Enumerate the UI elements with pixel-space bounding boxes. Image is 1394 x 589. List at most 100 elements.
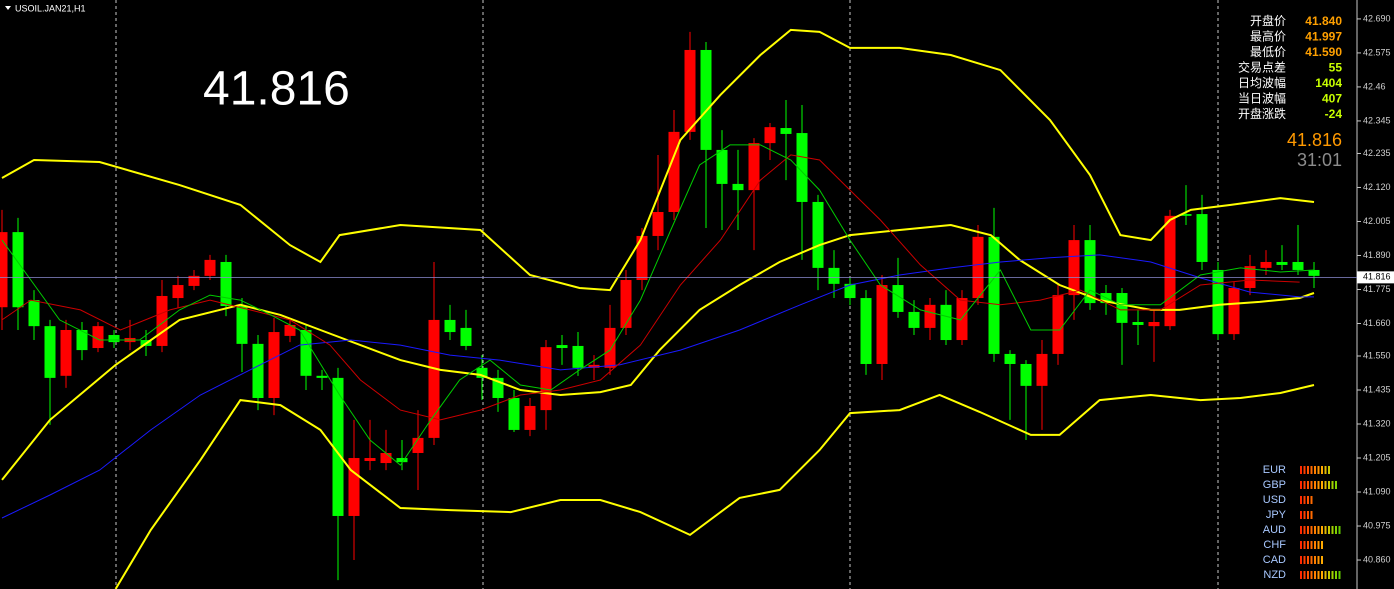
candle-body	[588, 364, 600, 368]
candle-body	[940, 304, 952, 341]
strength-segment	[1310, 571, 1313, 579]
candle-body	[380, 452, 392, 464]
candle-body	[476, 367, 488, 378]
y-tick-label: 41.320	[1363, 418, 1391, 428]
strength-segment	[1303, 496, 1306, 504]
candle-body	[300, 329, 312, 376]
strength-bar	[1300, 481, 1337, 489]
current-price-label: 41.816	[1363, 272, 1391, 282]
strength-segment	[1303, 466, 1306, 474]
quote-label: 交易点差	[1238, 60, 1286, 75]
strength-segment	[1331, 526, 1334, 534]
menu-triangle[interactable]	[5, 6, 11, 10]
candle-body	[636, 235, 648, 281]
candle-body	[0, 232, 8, 308]
candle-body	[572, 345, 584, 368]
strength-segment	[1338, 526, 1341, 534]
strength-segment	[1331, 571, 1334, 579]
candle-body	[188, 275, 200, 286]
candle-body	[700, 49, 712, 150]
strength-segment	[1310, 511, 1313, 519]
candle-body	[348, 458, 360, 516]
strength-segment	[1321, 571, 1323, 579]
candle-body	[988, 236, 1000, 354]
candle-body	[620, 280, 632, 328]
big-price: 41.816	[203, 63, 350, 116]
candle-body	[268, 332, 280, 398]
candle-body	[1260, 261, 1272, 268]
strength-segment	[1307, 481, 1309, 489]
strength-segment	[1303, 526, 1306, 534]
plot-area	[0, 28, 1320, 589]
indicator-line	[1, 28, 1315, 292]
strength-segment	[1338, 571, 1341, 579]
strength-bar	[1300, 466, 1330, 474]
quote-value: 41.840	[1305, 14, 1342, 28]
candle-body	[12, 232, 24, 308]
candle-body	[684, 49, 696, 132]
candle-body	[1036, 353, 1048, 386]
candle-body	[956, 298, 968, 341]
strength-segment	[1321, 526, 1323, 534]
candle-body	[316, 375, 328, 378]
candle-body	[396, 458, 408, 463]
y-tick-label: 42.690	[1363, 13, 1391, 23]
candle-body	[332, 377, 344, 516]
strength-segment	[1314, 481, 1316, 489]
strength-segment	[1300, 541, 1302, 549]
strength-bar	[1300, 526, 1341, 534]
y-tick-label: 41.550	[1363, 350, 1391, 360]
strength-segment	[1335, 481, 1337, 489]
strength-segment	[1317, 571, 1320, 579]
candle-body	[1212, 269, 1224, 335]
candle-body	[524, 405, 536, 430]
currency-label: AUD	[1263, 524, 1286, 536]
candle-body	[508, 397, 520, 430]
candle-body	[1068, 240, 1080, 296]
strength-segment	[1321, 466, 1323, 474]
candle-body	[28, 300, 40, 327]
y-tick-label: 42.575	[1363, 47, 1391, 57]
y-tick-label: 42.120	[1363, 182, 1391, 192]
strength-segment	[1324, 466, 1327, 474]
strength-segment	[1324, 526, 1327, 534]
strength-segment	[1300, 481, 1302, 489]
indicator-line	[1, 144, 1315, 466]
strength-bar	[1300, 556, 1323, 564]
symbol-label: USOIL.JAN21,H1	[15, 3, 86, 13]
candle-body	[540, 347, 552, 411]
strength-segment	[1303, 541, 1306, 549]
strength-segment	[1321, 481, 1323, 489]
candle-body	[812, 201, 824, 268]
strength-bar	[1300, 571, 1341, 579]
y-tick-label: 42.46	[1363, 81, 1386, 91]
strength-segment	[1303, 481, 1306, 489]
candle-body	[236, 306, 248, 344]
strength-segment	[1328, 466, 1330, 474]
currency-label: CHF	[1263, 539, 1286, 551]
quote-label: 最低价	[1250, 45, 1286, 59]
indicator-line	[114, 384, 1315, 589]
strength-segment	[1324, 571, 1327, 579]
strength-segment	[1331, 481, 1334, 489]
candle-body	[1276, 261, 1288, 265]
strength-segment	[1307, 556, 1309, 564]
candle-body	[828, 267, 840, 284]
y-tick-label: 41.660	[1363, 318, 1391, 328]
y-tick-label: 41.205	[1363, 452, 1391, 462]
currency-label: NZD	[1263, 569, 1286, 581]
candle-body	[444, 319, 456, 333]
candle-body	[748, 143, 760, 191]
quote-label: 最高价	[1250, 29, 1286, 44]
strength-segment	[1314, 571, 1316, 579]
strength-segment	[1328, 526, 1330, 534]
strength-segment	[1300, 496, 1302, 504]
strength-segment	[1303, 511, 1306, 519]
y-tick-label: 42.235	[1363, 148, 1391, 158]
current-price-box	[1357, 271, 1394, 284]
y-tick-label: 42.345	[1363, 115, 1391, 125]
strength-segment	[1310, 481, 1313, 489]
candle-body	[556, 345, 568, 349]
